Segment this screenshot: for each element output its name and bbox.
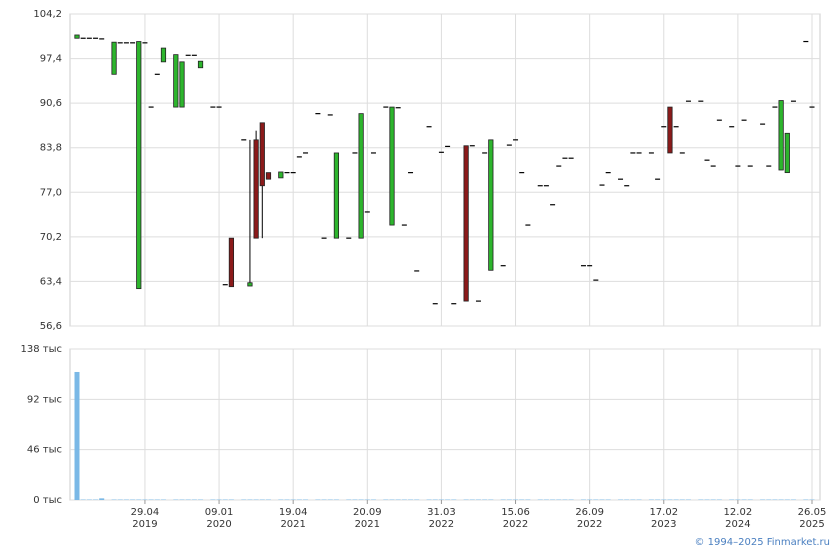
y-tick-label: 83,8 xyxy=(40,143,62,154)
y2-tick-label: 0 тыс xyxy=(33,495,62,506)
y-tick-label: 77,0 xyxy=(40,187,62,198)
y2-tick-label: 46 тыс xyxy=(27,445,62,456)
x-tick-label: 19.04 2021 xyxy=(279,507,308,530)
y2-tick-label: 92 тыс xyxy=(27,394,62,405)
candle-body xyxy=(160,47,167,63)
candle-body xyxy=(784,132,790,174)
x-tick-label: 20.09 2021 xyxy=(353,507,382,530)
price-frame xyxy=(69,13,821,327)
y-tick-label: 63,4 xyxy=(40,276,62,287)
candle-body xyxy=(778,100,784,171)
x-tick-label: 17.02 2023 xyxy=(649,507,678,530)
x-tick-label: 26.05 2025 xyxy=(798,507,827,530)
x-tick-label: 15.06 2022 xyxy=(501,507,530,530)
source: © 1994–2025 Finmarket.ru xyxy=(694,537,830,548)
candle-body xyxy=(278,171,284,179)
candle-body xyxy=(389,106,395,226)
candle-body xyxy=(247,282,253,287)
y-tick-label: 104,2 xyxy=(33,9,62,20)
x-tick-label: 26.09 2022 xyxy=(575,507,604,530)
candle-body xyxy=(173,54,179,108)
volume-bar xyxy=(74,371,80,500)
y-tick-label: 56,6 xyxy=(40,321,62,332)
volume-bar xyxy=(99,498,105,500)
candle-body xyxy=(111,41,117,75)
candle-body xyxy=(488,139,494,271)
candle-body xyxy=(179,61,185,108)
candle-body xyxy=(667,106,673,154)
candle-body xyxy=(463,145,469,302)
x-tick-label: 12.02 2024 xyxy=(724,507,753,530)
volume-frame xyxy=(69,348,821,501)
candle-body xyxy=(333,152,340,239)
candle-body xyxy=(74,34,80,39)
candle-body xyxy=(358,113,364,239)
candle-body xyxy=(197,60,204,69)
candle-body xyxy=(253,139,259,239)
y-tick-label: 70,2 xyxy=(40,232,62,243)
candle-body xyxy=(228,237,235,288)
candle-body xyxy=(259,122,265,187)
y-tick-label: 90,6 xyxy=(40,98,62,109)
x-tick-label: 09.01 2020 xyxy=(205,507,234,530)
x-tick-label: 29.04 2019 xyxy=(131,507,160,530)
candle-body xyxy=(136,41,142,290)
y2-tick-label: 138 тыс xyxy=(21,344,62,355)
x-tick-label: 31.03 2022 xyxy=(427,507,456,530)
y-tick-label: 97,4 xyxy=(40,54,62,65)
candle-body xyxy=(265,172,272,180)
